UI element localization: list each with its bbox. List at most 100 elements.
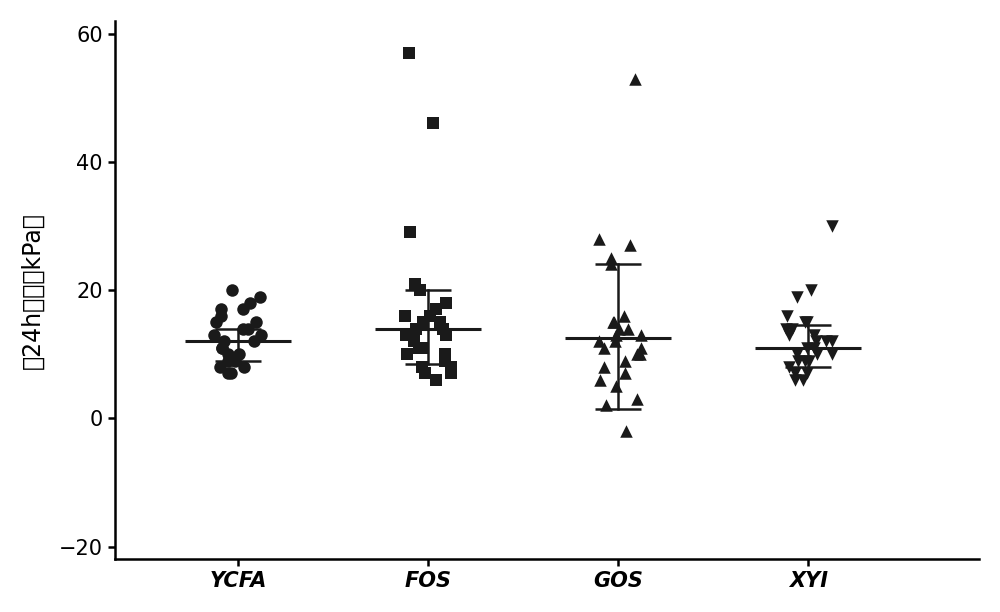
Point	[212, 362, 228, 372]
Point	[437, 356, 453, 365]
Point	[784, 324, 800, 334]
Point	[789, 291, 805, 301]
Point	[235, 304, 251, 314]
Point	[220, 356, 236, 365]
Point	[417, 368, 433, 378]
Point	[799, 368, 815, 378]
Point	[632, 349, 648, 359]
Point	[231, 349, 247, 359]
Point	[443, 362, 459, 372]
Point	[443, 368, 459, 378]
Point	[606, 317, 622, 327]
Point	[608, 381, 624, 391]
Point	[627, 73, 643, 83]
Point	[438, 298, 454, 308]
Point	[607, 337, 623, 346]
Point	[223, 368, 239, 378]
Point	[407, 279, 423, 289]
Point	[617, 356, 633, 365]
Point	[398, 330, 414, 340]
Point	[227, 356, 243, 365]
Point	[437, 349, 453, 359]
Point	[220, 368, 236, 378]
Point	[214, 343, 230, 353]
Point	[633, 330, 649, 340]
Point	[399, 349, 415, 359]
Point	[411, 343, 427, 353]
Point	[591, 234, 607, 244]
Point	[618, 426, 634, 436]
Point	[428, 304, 444, 314]
Point	[824, 349, 840, 359]
Y-axis label: 第24h压强（kPa）: 第24h压强（kPa）	[21, 212, 45, 368]
Point	[220, 349, 236, 359]
Point	[598, 401, 614, 411]
Point	[629, 349, 645, 359]
Point	[617, 368, 633, 378]
Point	[608, 330, 624, 340]
Point	[214, 343, 230, 353]
Point	[402, 228, 418, 237]
Point	[824, 221, 840, 231]
Point	[248, 317, 264, 327]
Point	[806, 343, 822, 353]
Point	[787, 375, 803, 385]
Point	[425, 119, 441, 129]
Point	[789, 349, 805, 359]
Point	[435, 324, 451, 334]
Point	[809, 349, 825, 359]
Point	[240, 324, 256, 334]
Point	[616, 311, 632, 321]
Point	[246, 337, 262, 346]
Point	[596, 343, 612, 353]
Point	[801, 356, 817, 365]
Point	[803, 285, 819, 295]
Point	[629, 394, 645, 404]
Point	[213, 304, 229, 314]
Point	[235, 324, 251, 334]
Point	[806, 330, 822, 340]
Point	[797, 356, 813, 365]
Point	[592, 375, 608, 385]
Point	[591, 337, 607, 346]
Point	[633, 343, 649, 353]
Point	[778, 324, 794, 334]
Point	[605, 317, 621, 327]
Point	[412, 285, 428, 295]
Point	[622, 241, 638, 250]
Point	[432, 317, 448, 327]
Point	[397, 311, 413, 321]
Point	[797, 317, 813, 327]
Point	[438, 330, 454, 340]
Point	[401, 48, 417, 58]
Point	[206, 330, 222, 340]
Point	[781, 362, 797, 372]
Point	[603, 253, 619, 263]
Point	[406, 337, 422, 346]
Point	[611, 324, 627, 334]
Point	[208, 317, 224, 327]
Point	[213, 311, 229, 321]
Point	[781, 330, 797, 340]
Point	[428, 375, 444, 385]
Point	[415, 317, 431, 327]
Point	[808, 337, 824, 346]
Point	[224, 285, 240, 295]
Point	[252, 291, 268, 301]
Point	[242, 298, 258, 308]
Point	[795, 375, 811, 385]
Point	[415, 343, 431, 353]
Point	[414, 362, 430, 372]
Point	[422, 311, 438, 321]
Point	[408, 324, 424, 334]
Point	[620, 324, 636, 334]
Point	[818, 337, 834, 346]
Point	[596, 362, 612, 372]
Point	[216, 337, 232, 346]
Point	[253, 330, 269, 340]
Point	[603, 259, 619, 269]
Point	[799, 343, 815, 353]
Point	[824, 337, 840, 346]
Point	[236, 362, 252, 372]
Point	[790, 356, 806, 365]
